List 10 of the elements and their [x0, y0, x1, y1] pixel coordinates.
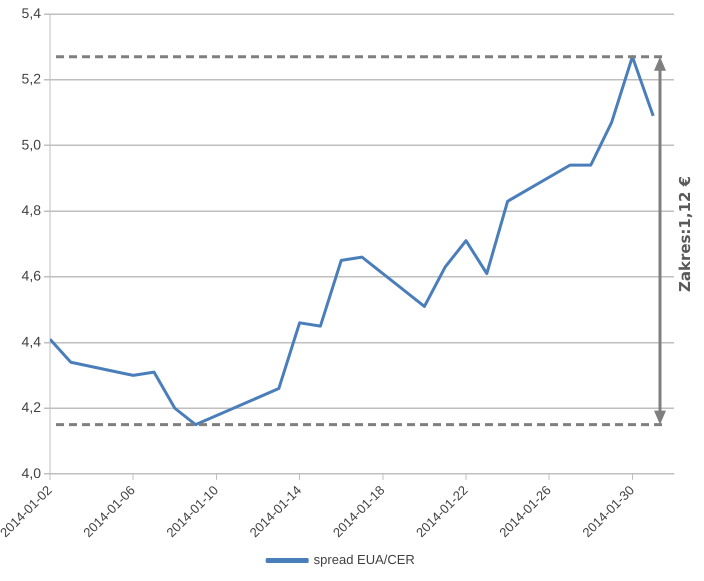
y-tick-label: 4,2 — [22, 399, 42, 416]
text: Zakres:1,12 € — [676, 176, 694, 292]
y-tick-label: 4,4 — [22, 333, 42, 350]
y-tick-label: 4,6 — [22, 268, 42, 284]
legend-label: spread EUA/CER — [314, 552, 415, 568]
y-tick-label: 5,2 — [22, 70, 42, 87]
y-tick-label: 5,4 — [22, 4, 42, 21]
y-tick-label: 5,0 — [22, 136, 42, 152]
y-tick-label: 4,0 — [22, 464, 42, 481]
y-tick-label: 4,8 — [22, 202, 42, 218]
